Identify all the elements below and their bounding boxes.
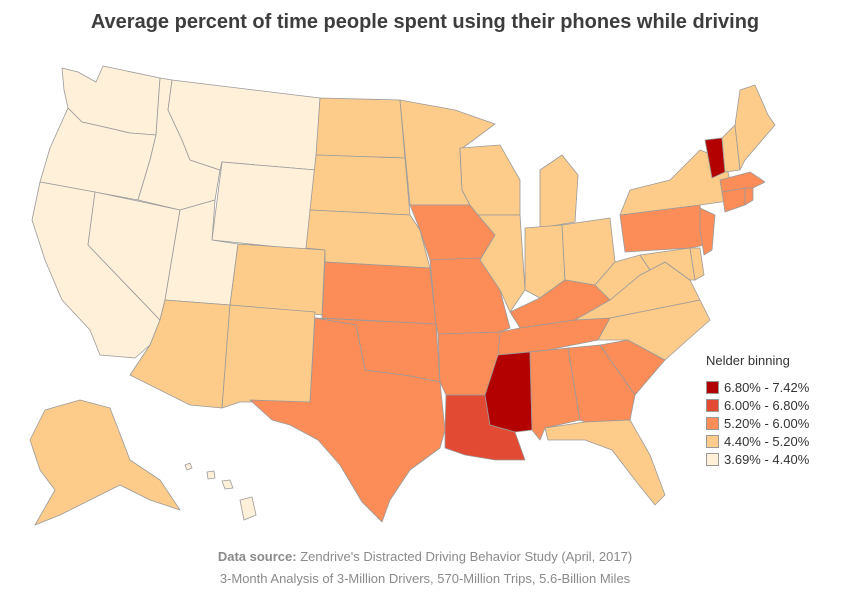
legend-swatch xyxy=(706,380,719,394)
state-co[interactable] xyxy=(229,243,326,316)
legend-item: 6.00% - 6.80% xyxy=(706,396,809,414)
legend-swatch xyxy=(706,434,719,448)
state-ri[interactable] xyxy=(744,187,754,206)
state-wy[interactable] xyxy=(211,161,317,251)
state-hi[interactable] xyxy=(184,462,257,521)
legend-label: 6.80% - 7.42% xyxy=(724,379,810,395)
legend-label: 6.00% - 6.80% xyxy=(724,397,810,413)
state-mi[interactable] xyxy=(539,154,579,229)
legend-item: 4.40% - 5.20% xyxy=(706,432,809,450)
data-source-text: Zendrive's Distracted Driving Behavior S… xyxy=(296,549,633,564)
state-fl[interactable] xyxy=(544,419,666,506)
state-mt[interactable] xyxy=(167,79,321,171)
state-de[interactable] xyxy=(689,247,705,281)
state-tx[interactable] xyxy=(249,317,446,523)
state-il[interactable] xyxy=(477,214,526,313)
state-nm[interactable] xyxy=(221,304,316,409)
state-nj[interactable] xyxy=(699,207,716,256)
legend-item: 5.20% - 6.00% xyxy=(706,414,809,432)
data-source-subline: 3-Month Analysis of 3-Million Drivers, 5… xyxy=(219,571,631,586)
state-nd[interactable] xyxy=(315,97,406,159)
legend: Nelder binning 6.80% - 7.42% 6.00% - 6.8… xyxy=(706,353,809,468)
legend-swatch xyxy=(706,416,719,430)
legend-label: 5.20% - 6.00% xyxy=(724,415,810,431)
state-sd[interactable] xyxy=(309,154,411,216)
legend-item: 6.80% - 7.42% xyxy=(706,378,809,396)
legend-swatch xyxy=(706,398,719,412)
legend-item: 3.69% - 4.40% xyxy=(706,450,809,468)
legend-swatch xyxy=(706,452,719,466)
state-ne[interactable] xyxy=(305,209,431,269)
chart-title: Average percent of time people spent usi… xyxy=(90,11,760,33)
state-ks[interactable] xyxy=(321,261,437,325)
state-me[interactable] xyxy=(734,84,776,171)
state-ma[interactable] xyxy=(719,171,766,193)
legend-label: 4.40% - 5.20% xyxy=(724,433,810,449)
legend-label: 3.69% - 4.40% xyxy=(724,451,810,467)
state-ak[interactable] xyxy=(29,399,181,526)
data-source-label: Data source: xyxy=(217,549,297,564)
legend-title: Nelder binning xyxy=(706,353,790,368)
data-source-line: Data source: Zendrive's Distracted Drivi… xyxy=(0,549,850,564)
